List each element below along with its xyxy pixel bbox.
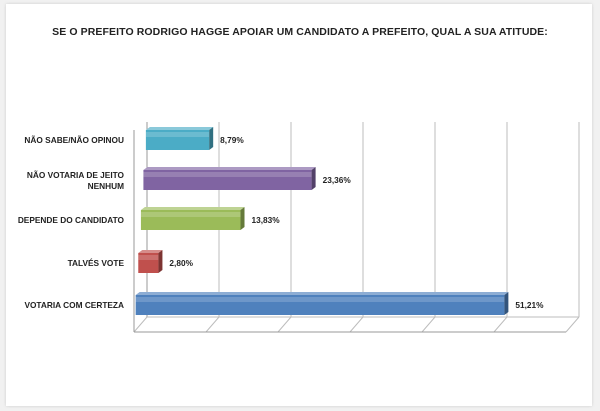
bar-highlight — [135, 297, 505, 302]
chart-labels: 8,79% NÃO SABE/NÃO OPINOU 23,36% NÃO VOTARI… — [18, 135, 544, 310]
data-label: 51,21% — [515, 300, 544, 310]
bar — [138, 253, 159, 273]
category-label-line: NENHUM — [88, 181, 125, 191]
bar — [140, 210, 241, 230]
category-label: NÃO SABE/NÃO OPINOU — [24, 135, 124, 145]
bar-highlight — [143, 172, 312, 177]
bar-side — [504, 292, 509, 315]
gridline-floor — [565, 316, 580, 333]
data-label: 13,83% — [252, 215, 281, 225]
category-label: TALVÉS VOTE — [68, 258, 125, 268]
bar-4 — [135, 292, 509, 315]
chart-bars — [135, 127, 509, 315]
category-label-line: NÃO VOTARIA DE JEITO — [27, 170, 125, 180]
chart-title: SE O PREFEITO RODRIGO HAGGE APOIAR UM CA… — [52, 26, 548, 38]
chart-frame — [6, 4, 592, 406]
bar — [145, 130, 210, 150]
bar-top — [145, 127, 214, 130]
bar-top — [140, 207, 245, 210]
gridline-floor — [493, 316, 508, 333]
bar-top — [135, 292, 509, 295]
category-label: NÃO VOTARIA DE JEITO NENHUM — [27, 170, 125, 191]
category-label-line: NÃO SABE/NÃO OPINOU — [24, 135, 124, 145]
bar-3 — [138, 250, 163, 273]
bar-highlight — [138, 255, 159, 260]
category-label: DEPENDE DO CANDIDATO — [18, 215, 125, 225]
data-label: 8,79% — [220, 135, 244, 145]
bar-top — [138, 250, 163, 253]
category-label-line: VOTARIA COM CERTEZA — [24, 300, 124, 310]
bar-side — [158, 250, 163, 273]
gridline-floor — [277, 316, 292, 333]
bar-side — [209, 127, 214, 150]
bar — [135, 295, 505, 315]
bar-side — [240, 207, 245, 230]
bar-top — [143, 167, 316, 170]
bar-0 — [145, 127, 214, 150]
bar-highlight — [140, 212, 241, 217]
gridline-floor — [349, 316, 364, 333]
data-label: 2,80% — [169, 258, 193, 268]
bar — [143, 170, 312, 190]
bar-highlight — [145, 132, 210, 137]
bar-2 — [140, 207, 245, 230]
data-label: 23,36% — [323, 175, 352, 185]
gridline-floor — [421, 316, 436, 333]
category-label-line: DEPENDE DO CANDIDATO — [18, 215, 125, 225]
bar-side — [311, 167, 316, 190]
gridline-floor — [205, 316, 220, 333]
category-label-line: TALVÉS VOTE — [68, 258, 125, 268]
gridline-floor — [133, 316, 148, 333]
category-label: VOTARIA COM CERTEZA — [24, 300, 124, 310]
bar-1 — [143, 167, 316, 190]
